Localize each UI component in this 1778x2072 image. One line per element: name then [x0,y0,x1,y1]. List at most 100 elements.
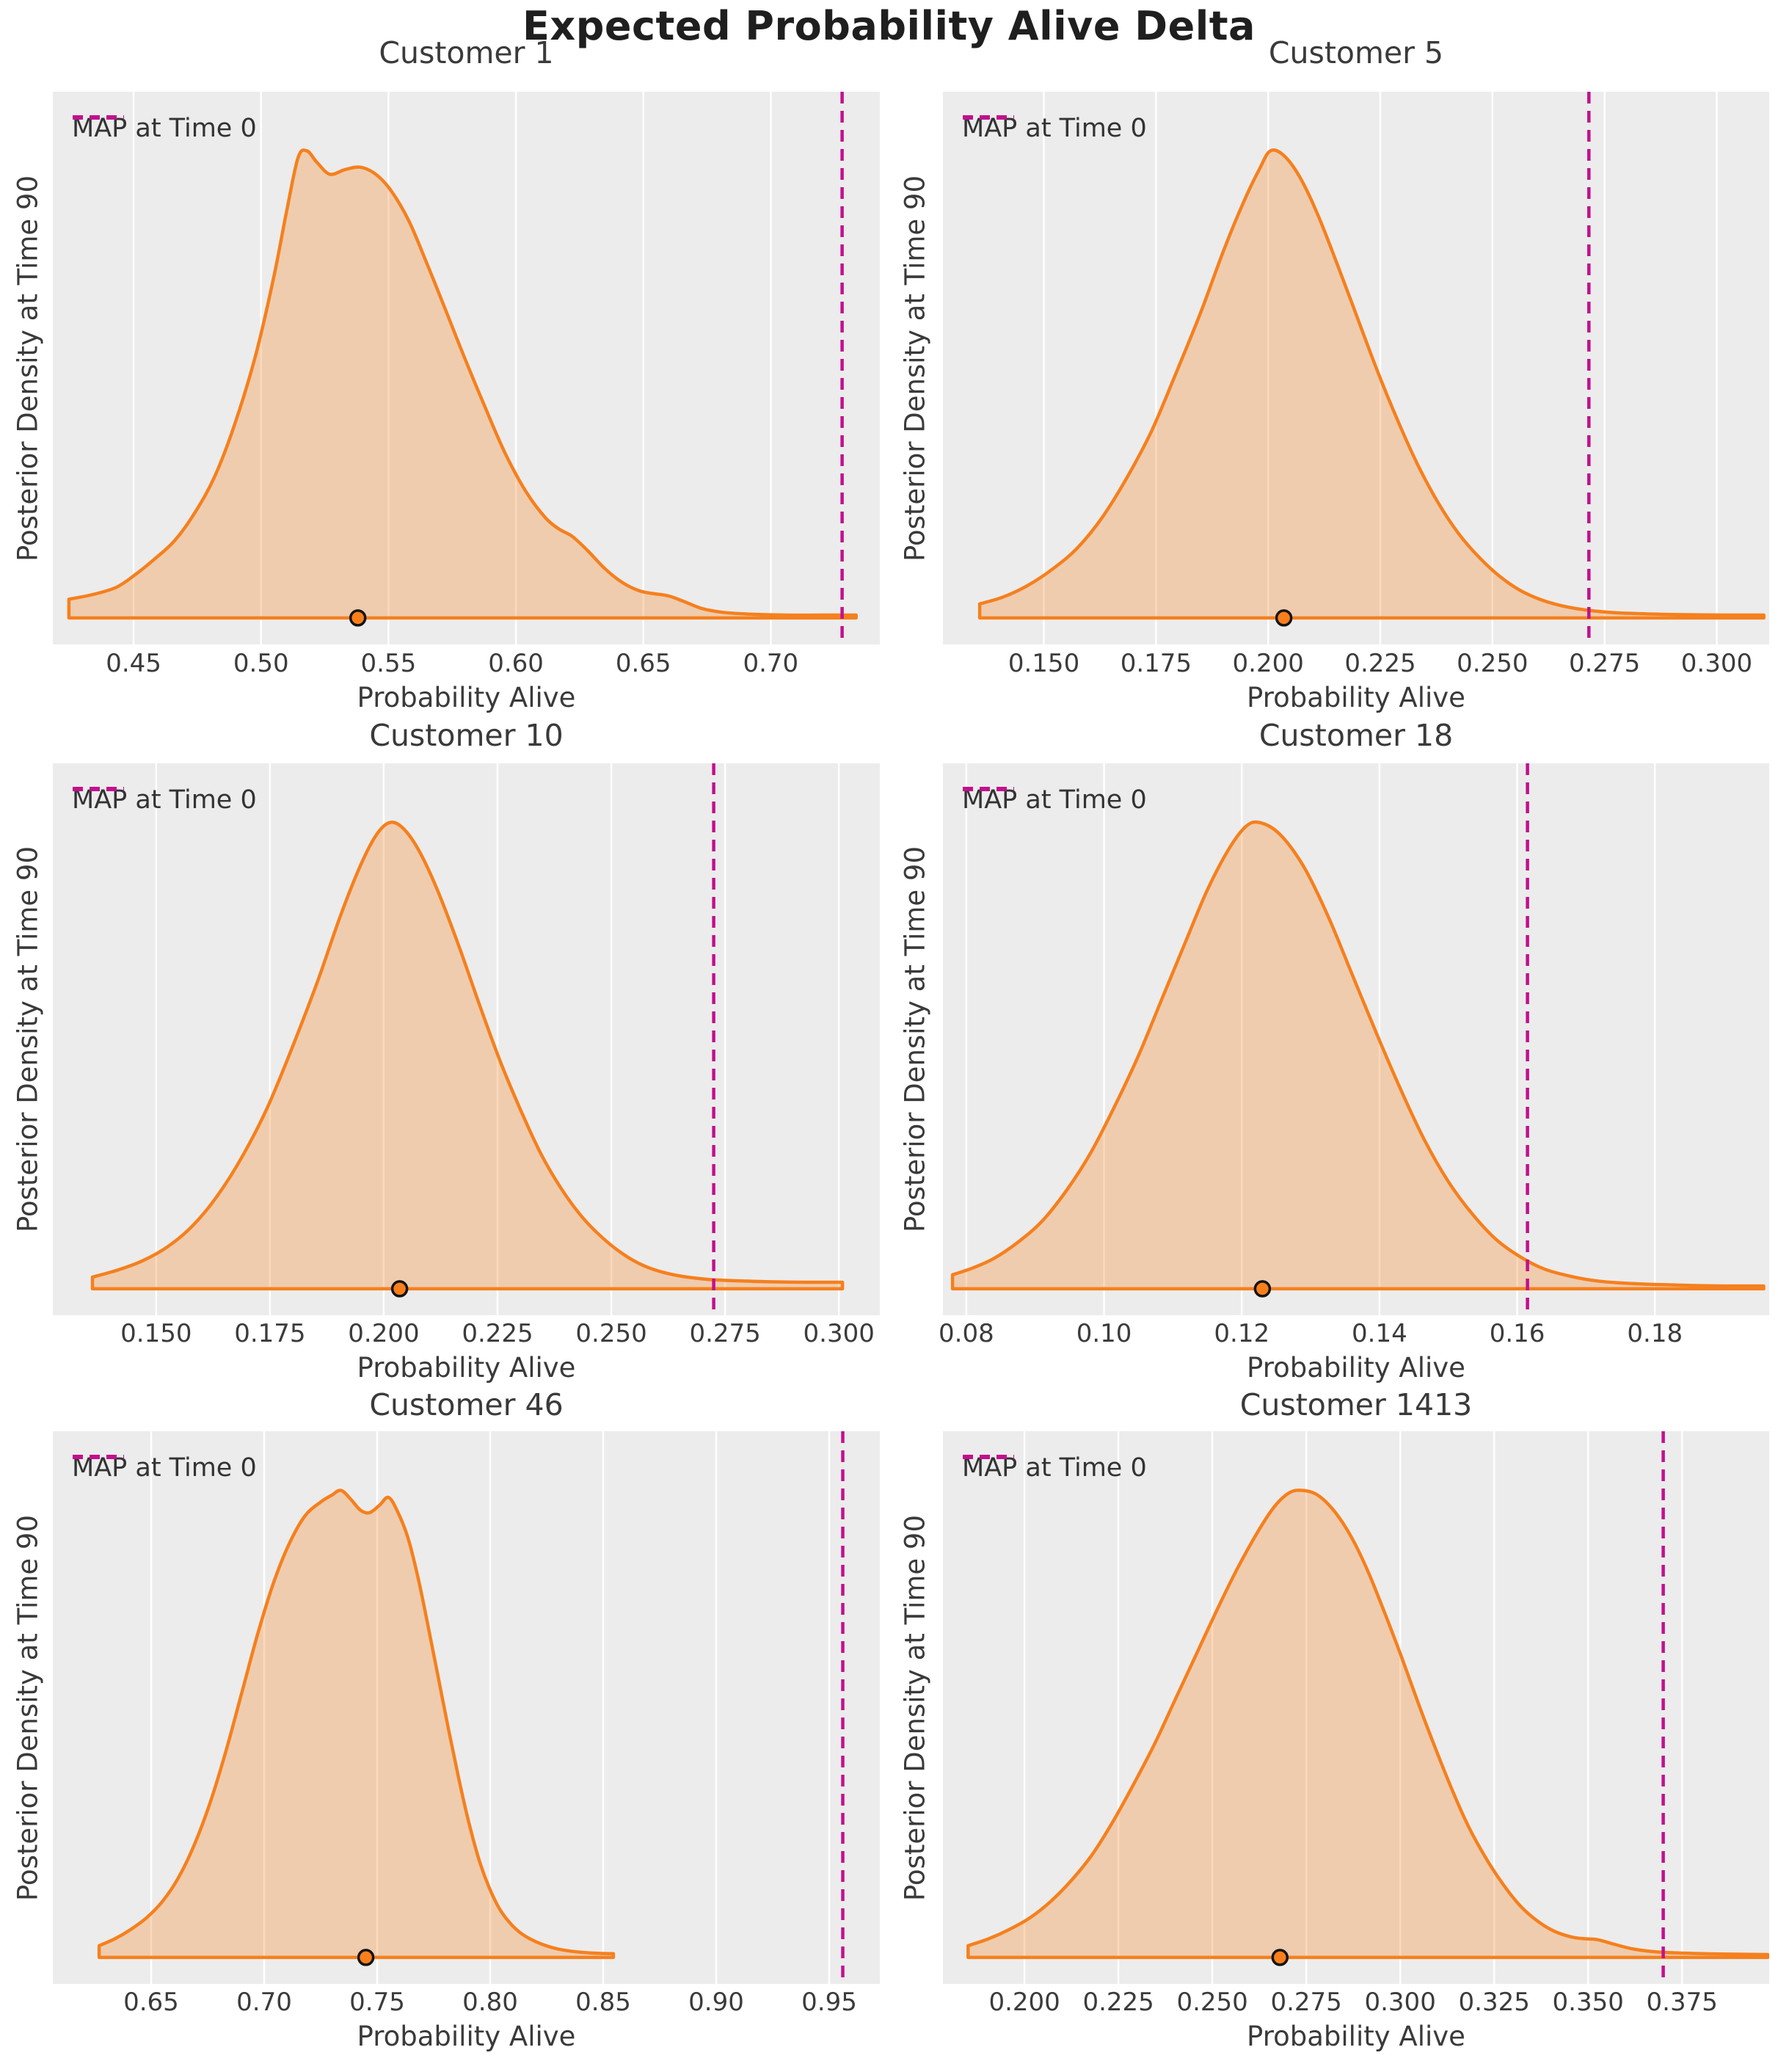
x-tick-label: 0.300 [1364,1988,1436,2017]
x-tick-label: 0.150 [120,1319,192,1348]
x-tick-label: 0.85 [575,1988,631,2017]
x-tick-label: 0.250 [1176,1988,1248,2017]
x-tick-label: 0.200 [988,1988,1060,2017]
x-tick-label: 0.250 [1457,649,1529,678]
x-tick-label: 0.150 [1008,649,1080,678]
legend-label: MAP at Time 0 [72,785,257,815]
figure-title: Expected Probability Alive Delta [522,3,1256,49]
x-tick-label: 0.95 [801,1988,857,2017]
plot-area-customer-5: MAP at Time 0 [943,92,1769,644]
x-tick-label: 0.10 [1076,1319,1132,1348]
expected-value-dot [1275,609,1293,627]
x-tick-label: 0.75 [349,1988,405,2017]
y-axis-label: Posterior Density at Time 90 [12,175,44,561]
subplot-title-customer-10: Customer 10 [369,718,564,753]
expected-value-dot [357,1949,375,1966]
legend: MAP at Time 0 [962,785,1147,815]
x-tick-label: 0.300 [1680,649,1753,678]
x-tick-label: 0.70 [743,649,799,678]
x-tick-label: 0.60 [488,649,544,678]
legend-label: MAP at Time 0 [962,114,1147,143]
legend-label: MAP at Time 0 [962,1453,1147,1483]
x-axis-label: Probability Alive [1247,682,1465,713]
legend-label: MAP at Time 0 [72,1453,257,1483]
plot-area-customer-1413: MAP at Time 0 [943,1431,1769,1984]
x-tick-label: 0.14 [1352,1319,1407,1348]
legend: MAP at Time 0 [962,114,1147,143]
subplot-title-customer-18: Customer 18 [1258,718,1454,753]
map-line-swatch-icon [963,115,1014,120]
x-tick-label: 0.350 [1552,1988,1624,2017]
kde-fill [968,1490,1768,1958]
y-axis-label: Posterior Density at Time 90 [899,1514,931,1901]
y-axis-label: Posterior Density at Time 90 [12,846,44,1233]
kde-fill [99,1490,613,1958]
x-tick-label: 0.200 [348,1319,420,1348]
map-line-swatch-icon [963,1455,1014,1459]
x-tick-label: 0.45 [106,649,161,678]
kde-curve [97,1488,616,1960]
y-axis-label: Posterior Density at Time 90 [12,1514,44,1901]
x-axis-label: Probability Alive [357,682,576,713]
x-tick-label: 0.50 [233,649,289,678]
x-tick-label: 0.80 [462,1988,518,2017]
y-axis-label: Posterior Density at Time 90 [899,175,931,561]
legend: MAP at Time 0 [72,114,257,143]
x-tick-label: 0.375 [1646,1988,1718,2017]
x-tick-label: 0.70 [236,1988,292,2017]
kde-fill [952,821,1764,1289]
map-line-swatch-icon [963,787,1014,791]
kde-fill [68,150,856,618]
x-tick-label: 0.275 [689,1319,761,1348]
subplot-title-customer-5: Customer 5 [1268,35,1444,70]
expected-value-dot [1271,1949,1289,1966]
kde-fill [92,822,843,1289]
legend-label: MAP at Time 0 [72,114,257,143]
map-line-swatch-icon [73,1455,124,1459]
x-tick-label: 0.275 [1568,649,1641,678]
legend: MAP at Time 0 [962,1453,1147,1483]
legend: MAP at Time 0 [72,785,257,815]
kde-curve [950,820,1766,1291]
map-line-swatch-icon [73,115,124,120]
legend-label: MAP at Time 0 [962,785,1147,815]
x-tick-label: 0.325 [1458,1988,1530,2017]
x-tick-label: 0.275 [1270,1988,1342,2017]
kde-curve [67,148,858,620]
x-axis-label: Probability Alive [1247,1352,1465,1384]
x-tick-label: 0.16 [1489,1319,1545,1348]
x-axis-label: Probability Alive [1247,2021,1465,2052]
x-tick-label: 0.225 [462,1319,533,1348]
x-tick-label: 0.250 [575,1319,647,1348]
expected-value-dot [349,609,367,627]
y-axis-label: Posterior Density at Time 90 [899,846,931,1233]
x-tick-label: 0.200 [1232,649,1304,678]
x-tick-label: 0.90 [688,1988,744,2017]
kde-curve [966,1488,1769,1960]
legend: MAP at Time 0 [72,1453,257,1483]
x-tick-label: 0.175 [1120,649,1192,678]
x-tick-label: 0.175 [234,1319,306,1348]
x-tick-label: 0.65 [123,1988,179,2017]
expected-value-dot [390,1280,409,1298]
x-tick-label: 0.65 [615,649,671,678]
subplot-title-customer-46: Customer 46 [369,1387,564,1422]
plot-area-customer-1: MAP at Time 0 [53,92,880,644]
plot-area-customer-10: MAP at Time 0 [53,763,880,1315]
subplot-title-customer-1413: Customer 1413 [1239,1387,1473,1422]
x-tick-label: 0.225 [1082,1988,1154,2017]
x-tick-label: 0.300 [803,1319,875,1348]
x-tick-label: 0.08 [939,1319,994,1348]
plot-area-customer-46: MAP at Time 0 [53,1431,880,1984]
plot-area-customer-18: MAP at Time 0 [943,763,1769,1315]
map-line-swatch-icon [73,787,124,791]
x-axis-label: Probability Alive [357,2021,576,2052]
expected-value-dot [1253,1280,1272,1298]
kde-curve [977,148,1766,620]
x-tick-label: 0.18 [1627,1319,1683,1348]
x-tick-label: 0.225 [1344,649,1416,678]
kde-curve [90,821,845,1291]
x-tick-label: 0.12 [1214,1319,1270,1348]
x-axis-label: Probability Alive [357,1352,576,1384]
